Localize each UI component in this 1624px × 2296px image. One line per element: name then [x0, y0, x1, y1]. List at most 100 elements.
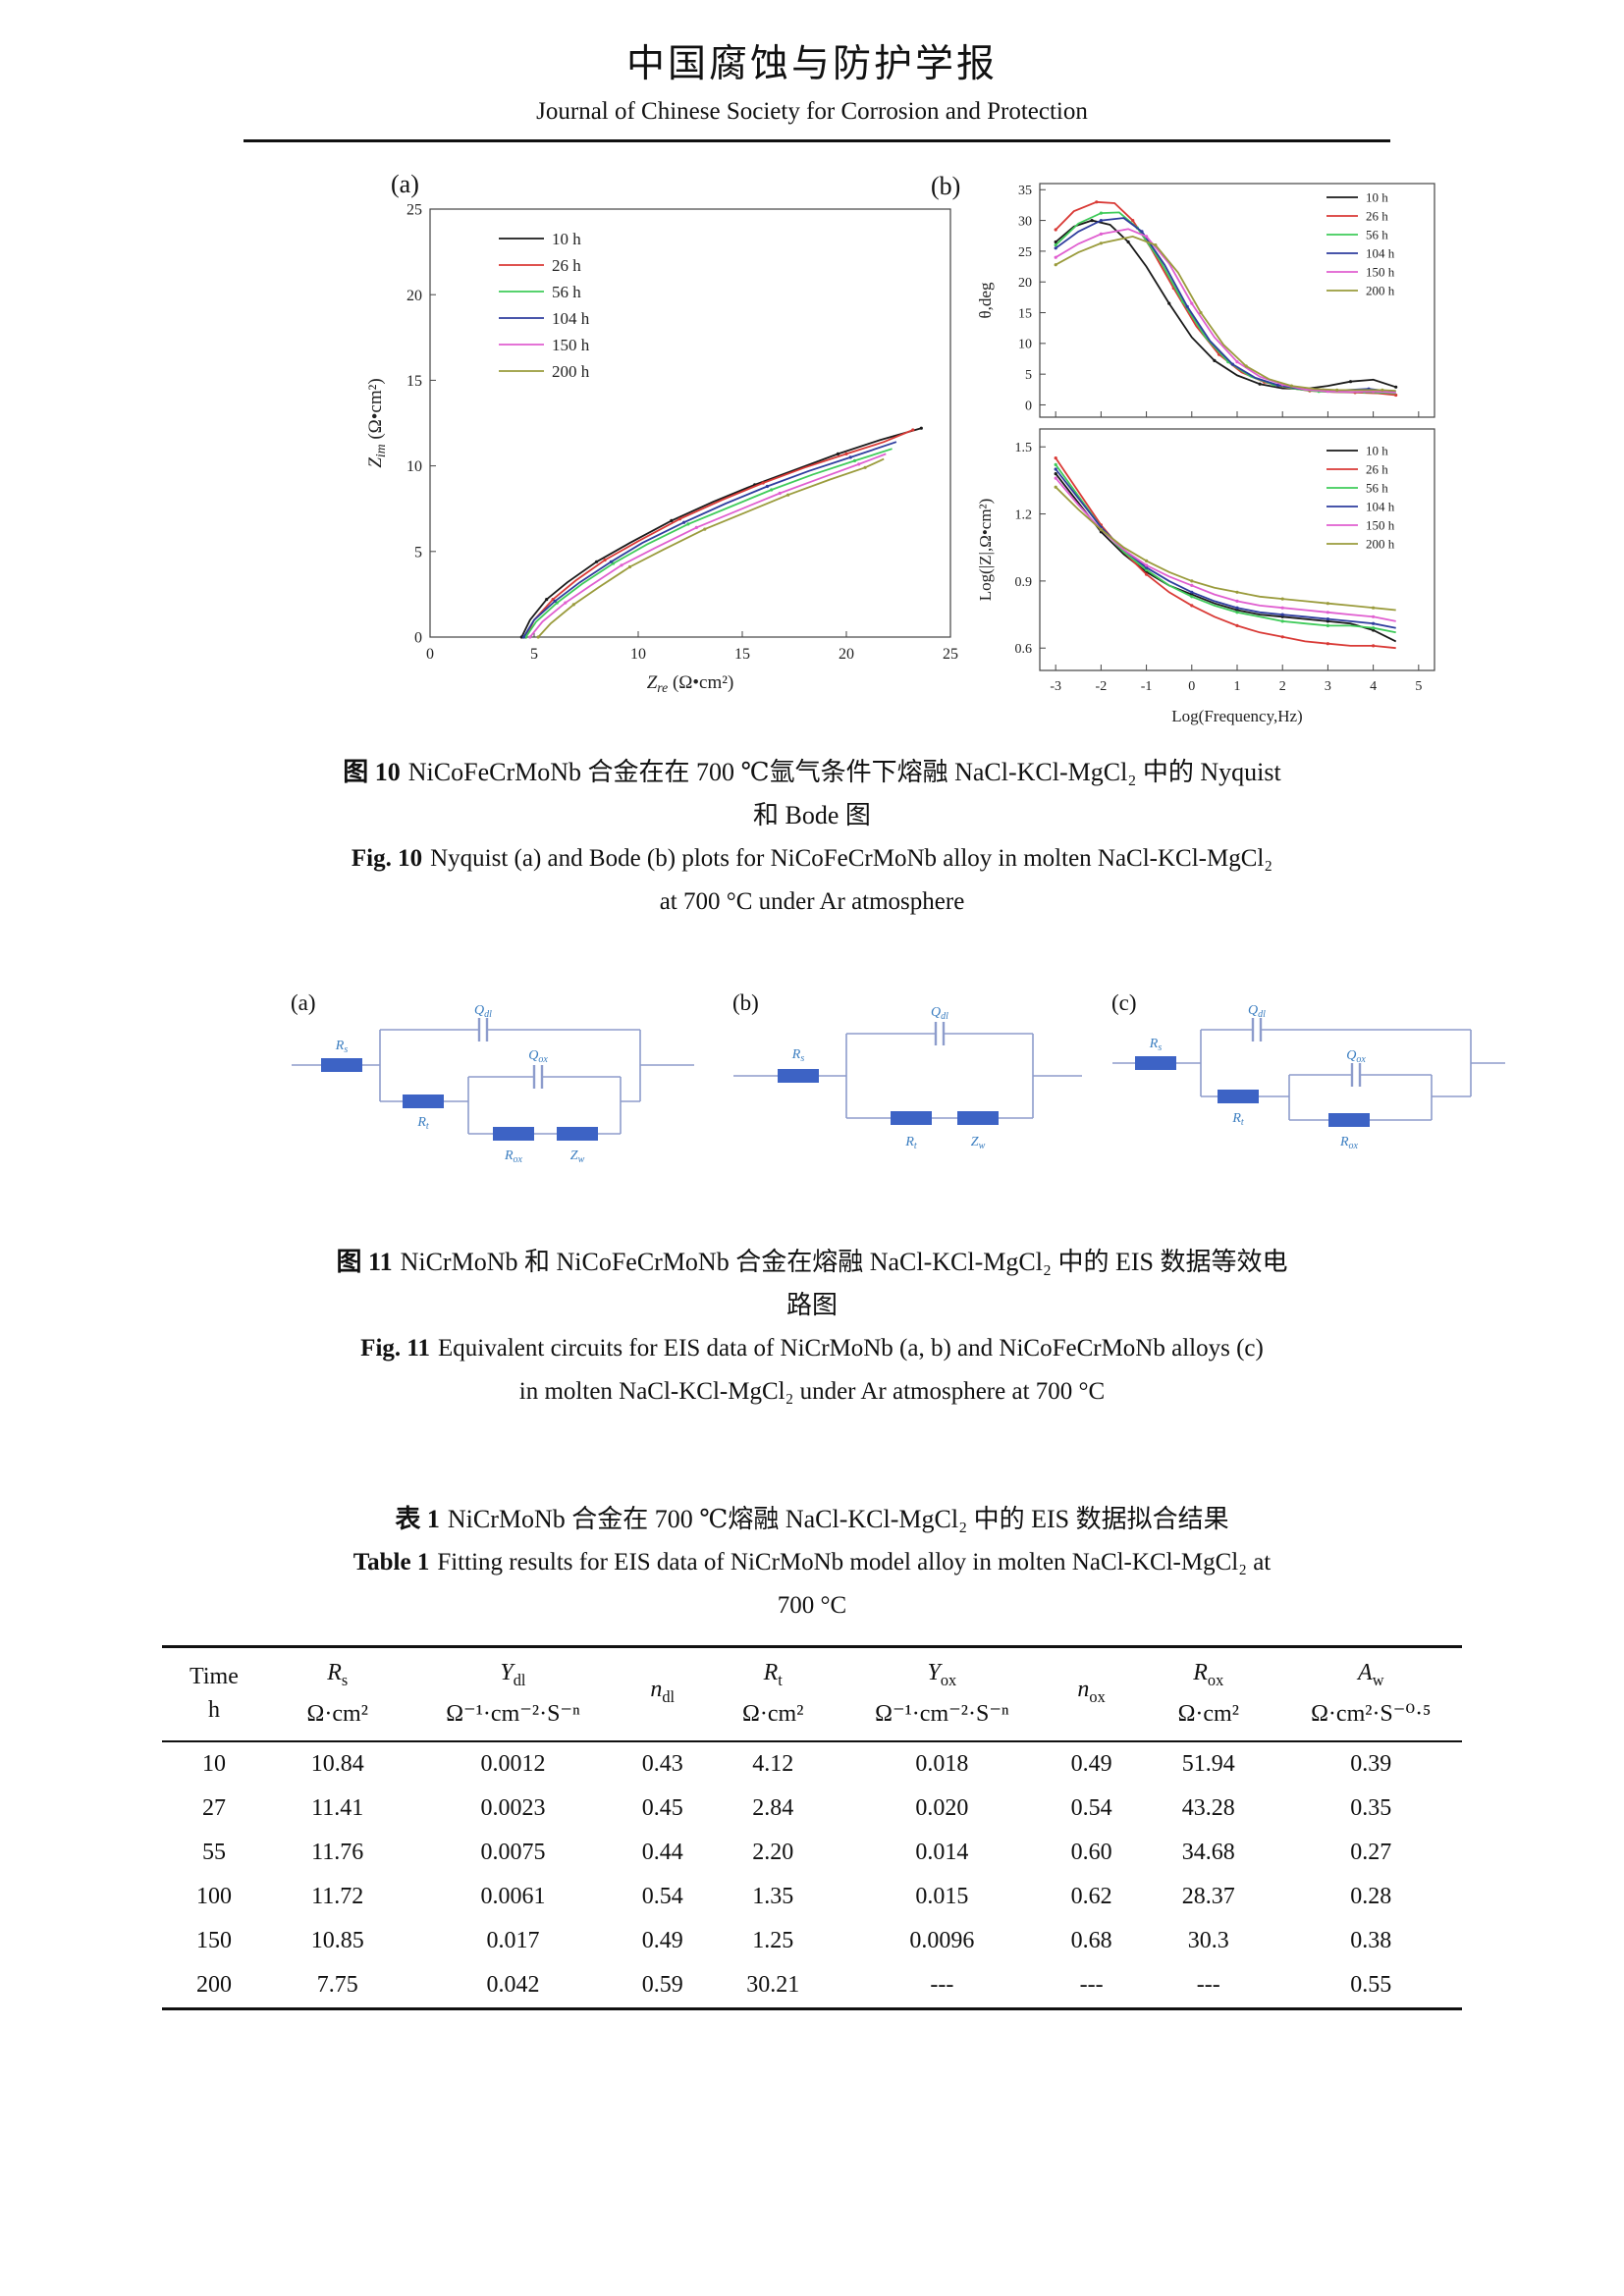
- col-header-7: Rox Ω·cm²: [1136, 1646, 1280, 1742]
- data-point: [1145, 572, 1149, 576]
- series-line-26h: [1055, 200, 1396, 397]
- x-tick-label: 3: [1325, 679, 1331, 694]
- legend-label: 10 h: [1366, 444, 1388, 458]
- table-row: 150 10.85 0.017 0.49 1.25 0.0096 0.68 30.3 0.38: [162, 1919, 1462, 1963]
- legend-label: 200 h: [1366, 537, 1395, 552]
- series-line-150h: [1055, 228, 1396, 394]
- table-title-en-line2: 700 °C: [777, 1592, 847, 1619]
- plot-frame: [429, 208, 951, 638]
- x-tick-label: -2: [1096, 679, 1108, 694]
- x-tick-label: -1: [1141, 679, 1153, 694]
- table-row: 10 10.84 0.0012 0.43 4.12 0.018 0.49 51.94 0.39: [162, 1741, 1462, 1787]
- data-point: [1280, 619, 1284, 623]
- data-point: [1154, 243, 1158, 247]
- data-point: [1095, 200, 1099, 204]
- panel-b-label: (b): [931, 172, 961, 200]
- data-point: [1235, 360, 1239, 364]
- rs-label: Rs: [1149, 1037, 1163, 1053]
- qox-label: Qox: [1346, 1048, 1366, 1065]
- circuit-b: (b) Rs Qdl: [729, 990, 1092, 1174]
- rs-label: Rs: [791, 1047, 805, 1064]
- rt-label: Rt: [1231, 1111, 1244, 1128]
- x-tick-label: 5: [530, 646, 538, 663]
- data-point: [1280, 614, 1284, 618]
- data-point: [1335, 388, 1339, 392]
- qdl-label: Qdl: [931, 1005, 948, 1022]
- capacitor-icons: [934, 1022, 946, 1045]
- x-tick-label: 0: [426, 646, 434, 663]
- y-tick-label: 0: [414, 630, 422, 647]
- legend-label: 150 h: [552, 336, 590, 354]
- legend-label: 104 h: [1366, 500, 1395, 514]
- journal-title-zh: 中国腐蚀与防护学报: [625, 43, 998, 85]
- legend-label: 10 h: [1366, 190, 1388, 205]
- circuit-c: (c): [1108, 990, 1510, 1174]
- table-1-title: 表 1 NiCrMoNb 合金在 700 ℃熔融 NaCl-KCl-MgCl₂ 中…: [0, 1498, 1624, 1628]
- data-point: [836, 452, 840, 455]
- y-tick-label: 1.2: [1015, 507, 1033, 522]
- series-line-56h: [524, 448, 893, 638]
- data-point: [1372, 614, 1376, 618]
- data-point: [1235, 623, 1239, 627]
- series-line-26h: [1055, 457, 1396, 650]
- fitting-results-table-wrap: Time h Rs Ω·cm² Ydl Ω⁻¹·cm⁻²·S⁻ⁿ ndl Rt Ω·cm² Yox…: [162, 1645, 1462, 2010]
- data-point: [1326, 617, 1329, 621]
- data-point: [553, 599, 557, 603]
- data-point: [1185, 304, 1189, 308]
- data-point: [545, 598, 549, 602]
- y-tick-label: 25: [1018, 245, 1032, 260]
- data-point: [1380, 388, 1384, 392]
- table-cell: 100: [195, 1883, 232, 1909]
- series-line-200h: [537, 457, 885, 638]
- table-cell: 10.85: [310, 1927, 364, 1953]
- data-point: [703, 527, 707, 531]
- data-point: [848, 455, 852, 459]
- data-point: [1394, 393, 1398, 398]
- fig11-caption-en-line2: in molten NaCl-KCl-MgCl₂ under Ar atmosp…: [518, 1378, 1106, 1405]
- table-cell: 0.68: [1070, 1927, 1112, 1953]
- data-point: [1244, 364, 1248, 368]
- data-point: [1145, 559, 1149, 562]
- series-line-104h: [1055, 217, 1396, 394]
- table-cell: 0.49: [1070, 1750, 1112, 1777]
- y-tick-label: 35: [1018, 184, 1032, 198]
- data-point: [1190, 595, 1194, 599]
- table-title-zh: 表 1 NiCrMoNb 合金在 700 ℃熔融 NaCl-KCl-MgCl₂ 中…: [395, 1505, 1229, 1533]
- series-line-200h: [1055, 486, 1396, 612]
- col-header-5: Yox Ω⁻¹·cm⁻²·S⁻ⁿ: [838, 1646, 1047, 1742]
- y-tick-label: 20: [1018, 276, 1032, 291]
- data-point: [677, 517, 681, 521]
- y-tick-label: 0.9: [1015, 575, 1033, 590]
- data-point: [564, 601, 568, 605]
- x-axis-label: Zre (Ω•cm²): [647, 672, 734, 695]
- table-zh-label: 表 1: [395, 1505, 440, 1533]
- data-point: [1099, 241, 1103, 245]
- data-point: [670, 518, 674, 522]
- data-point: [911, 428, 915, 432]
- legend-label: 10 h: [552, 230, 581, 248]
- series-line-10h: [1055, 219, 1396, 391]
- table-cell: 10.84: [310, 1750, 364, 1777]
- table-cell: 0.38: [1350, 1927, 1392, 1953]
- data-point: [1280, 606, 1284, 610]
- table-cell: 0.018: [915, 1750, 969, 1777]
- table-cell: 150: [195, 1927, 232, 1953]
- table-cell: 0.44: [641, 1839, 683, 1865]
- y-tick-label: 15: [406, 373, 422, 390]
- y-tick-label: 25: [406, 202, 422, 219]
- y-axis-label: Zim (Ω•cm²): [365, 378, 388, 467]
- table-row: 100 11.72 0.0061 0.54 1.35 0.015 0.62 28.37 0.28: [162, 1875, 1462, 1919]
- data-point: [1258, 382, 1262, 386]
- data-point: [1326, 390, 1329, 394]
- data-point: [1131, 219, 1135, 223]
- data-point: [595, 560, 599, 563]
- data-point: [1394, 385, 1398, 389]
- table-cell: 0.49: [641, 1927, 683, 1953]
- data-point: [1190, 301, 1194, 305]
- table-cell: 0.0023: [480, 1794, 546, 1821]
- fig10-caption-en-line1: Fig. 10 Nyquist (a) and Bode (b) plots fo…: [351, 845, 1273, 872]
- x-tick-label: 5: [1415, 679, 1422, 694]
- table-cell: 2.84: [752, 1794, 794, 1821]
- y-tick-label: 0: [1025, 399, 1032, 413]
